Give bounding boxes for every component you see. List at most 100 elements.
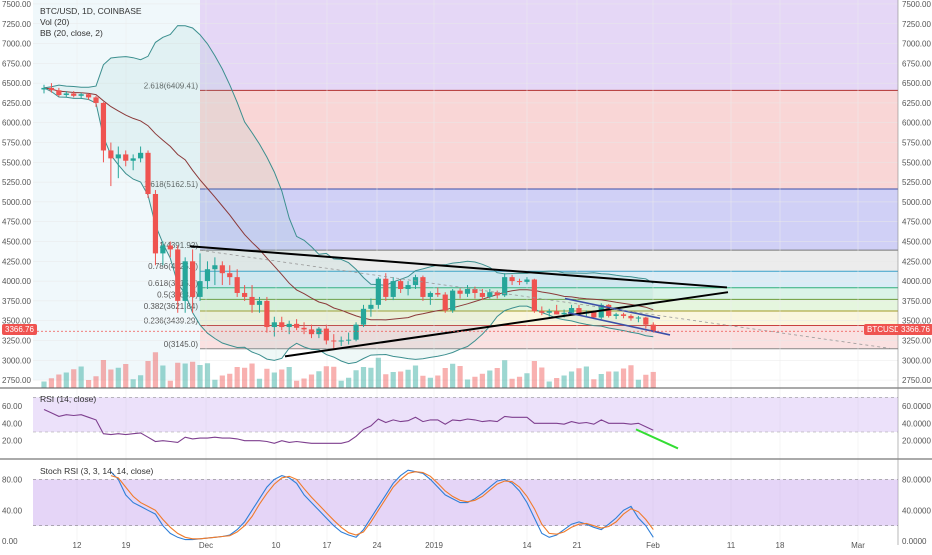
candle-body (175, 249, 181, 301)
candle-body (435, 292, 441, 295)
volume-bar (123, 364, 129, 388)
volume-bar (85, 380, 92, 388)
x-tick-label: 12 (73, 541, 82, 550)
candle-body (479, 292, 485, 297)
volume-bar (487, 370, 493, 388)
volume-bar (613, 371, 619, 388)
volume-bar (271, 372, 277, 388)
x-tick-label: 19 (122, 541, 131, 550)
y-tick-label-right: 5500.00 (902, 158, 931, 167)
y-tick-label-right: 4750.00 (902, 218, 931, 227)
fib-zone-5 (200, 299, 898, 312)
x-tick-label: 18 (776, 541, 785, 550)
volume-indicator-label: Vol (20) (40, 17, 70, 27)
fib-zone-top (200, 0, 898, 91)
volume-bar (405, 369, 411, 388)
rsi-tick-left: 60.00 (2, 402, 23, 411)
volume-bar (93, 376, 99, 388)
volume-bar (554, 378, 560, 388)
candle-body (442, 294, 448, 311)
bollinger-upper-band (43, 25, 654, 286)
candle-body (48, 87, 55, 91)
candle-body (383, 278, 389, 297)
chart-legend: BTC/USD, 1D, COINBASE Vol (20) BB (20, c… (40, 6, 142, 39)
projection-dashed-line (199, 249, 891, 349)
volume-bar (606, 371, 612, 388)
y-tick-label-right: 5000.00 (902, 198, 931, 207)
volume-bar (516, 376, 523, 388)
x-tick-label: 21 (573, 541, 582, 550)
rsi-tick-right: 60.0000 (902, 402, 931, 411)
candle-body (650, 324, 656, 332)
candle-body (613, 314, 619, 316)
candle-body (635, 317, 641, 319)
rsi-line (43, 409, 654, 444)
volume-bar (502, 360, 508, 388)
volume-bar (219, 375, 225, 388)
y-tick-label-right: 3750.00 (902, 297, 931, 306)
candle-body (524, 279, 530, 282)
bollinger-indicator-label: BB (20, close, 2) (40, 28, 103, 38)
bollinger-fill (44, 25, 654, 364)
volume-bar (204, 363, 211, 388)
y-tick-label-right: 4000.00 (902, 277, 931, 286)
candle-body (502, 277, 508, 296)
volume-bar (524, 373, 530, 388)
volume-bar (591, 379, 597, 388)
fib-level-label: 0.618(3915.6) (148, 279, 198, 288)
candle-body (63, 93, 69, 96)
candle-body (71, 93, 77, 96)
stoch-tick-left: 40.00 (2, 506, 23, 515)
fib-level-label: 0.236(3439.29) (144, 317, 199, 326)
candle-body (145, 152, 151, 194)
y-tick-label-right: 3000.00 (902, 356, 931, 365)
y-tick-label-left: 4250.00 (2, 257, 31, 266)
volume-bar (197, 365, 203, 388)
y-tick-label-right: 3500.00 (902, 317, 931, 326)
y-tick-label-left: 7250.00 (2, 20, 31, 29)
volume-bar (167, 380, 173, 388)
volume-bar (643, 374, 649, 388)
candle-body (338, 340, 344, 342)
candle-body (100, 102, 107, 151)
candle-body (494, 292, 500, 296)
candle-body (256, 300, 263, 305)
y-tick-label-left: 6000.00 (2, 119, 31, 128)
volume-bar (249, 363, 255, 388)
volume-bar (650, 371, 656, 388)
candle-body (234, 277, 240, 293)
volume-bar (264, 368, 270, 388)
rsi-tick-left: 20.00 (2, 437, 23, 446)
x-tick-label: Feb (646, 541, 660, 550)
stoch-tick-left: 80.00 (2, 475, 23, 484)
volume-bar (420, 375, 426, 388)
symbol-tag: BTCUSD (864, 324, 903, 335)
volume-bar (360, 367, 367, 388)
volume-bar (375, 357, 381, 388)
volume-bar (286, 367, 292, 388)
volume-bar (346, 377, 352, 388)
volume-bar (464, 379, 471, 388)
last-price-left-tag: 3366.76 (2, 324, 37, 335)
volume-bar (279, 369, 285, 388)
y-tick-label-left: 2750.00 (2, 376, 31, 385)
volume-bar (368, 367, 374, 388)
y-tick-label-right: 6250.00 (902, 99, 931, 108)
volume-bar (494, 368, 500, 388)
candle-body (516, 281, 523, 283)
volume-bar (301, 378, 307, 388)
candle-body (41, 87, 47, 90)
y-tick-label-right: 6000.00 (902, 119, 931, 128)
volume-bar (308, 374, 315, 388)
y-tick-label-left: 4500.00 (2, 238, 31, 247)
volume-bar (256, 378, 263, 388)
volume-bar (427, 377, 433, 388)
y-tick-label-left: 6750.00 (2, 59, 31, 68)
last-price-right-tag: 3366.76 (898, 324, 932, 335)
y-tick-label-left: 3250.00 (2, 336, 31, 345)
candle-body (375, 278, 381, 305)
candle-body (294, 323, 300, 328)
volume-bar (457, 366, 463, 388)
candle-body (472, 289, 478, 293)
